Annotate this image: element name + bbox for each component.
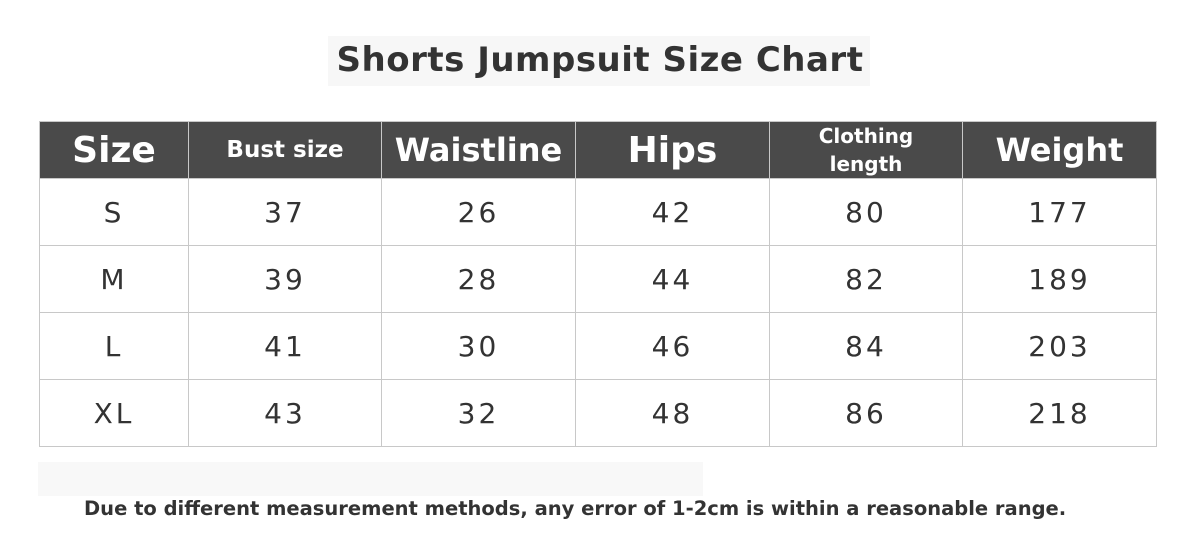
cell-hips: 42 [575,178,770,246]
note-background [38,462,703,496]
cell-weight: 203 [962,312,1157,380]
header-clothing-length: Clothing length [769,121,963,179]
header-hips: Hips [575,121,770,179]
table-row: M 39 28 44 82 189 [39,245,1157,313]
cell-waistline: 28 [381,245,576,313]
cell-bust-size: 41 [188,312,382,380]
cell-weight: 177 [962,178,1157,246]
cell-weight: 218 [962,379,1157,447]
cell-bust-size: 37 [188,178,382,246]
size-chart-table: Size Bust size Waistline Hips Clothing l… [39,121,1157,447]
cell-clothing-length: 80 [769,178,963,246]
cell-size: L [39,312,189,380]
measurement-note: Due to different measurement methods, an… [84,497,1067,520]
header-waistline: Waistline [381,121,576,179]
title-background [328,36,870,86]
cell-size: M [39,245,189,313]
cell-waistline: 30 [381,312,576,380]
cell-bust-size: 43 [188,379,382,447]
cell-hips: 46 [575,312,770,380]
cell-bust-size: 39 [188,245,382,313]
page-title: Shorts Jumpsuit Size Chart [336,40,864,80]
cell-clothing-length: 86 [769,379,963,447]
table-row: L 41 30 46 84 203 [39,312,1157,380]
table-row: XL 43 32 48 86 218 [39,379,1157,447]
cell-waistline: 26 [381,178,576,246]
cell-weight: 189 [962,245,1157,313]
cell-waistline: 32 [381,379,576,447]
table-row: S 37 26 42 80 177 [39,178,1157,246]
cell-size: S [39,178,189,246]
cell-clothing-length: 82 [769,245,963,313]
header-bust-size: Bust size [188,121,382,179]
cell-hips: 44 [575,245,770,313]
header-row: Size Bust size Waistline Hips Clothing l… [39,121,1157,179]
header-size: Size [39,121,189,179]
cell-clothing-length: 84 [769,312,963,380]
cell-hips: 48 [575,379,770,447]
cell-size: XL [39,379,189,447]
header-weight: Weight [962,121,1157,179]
